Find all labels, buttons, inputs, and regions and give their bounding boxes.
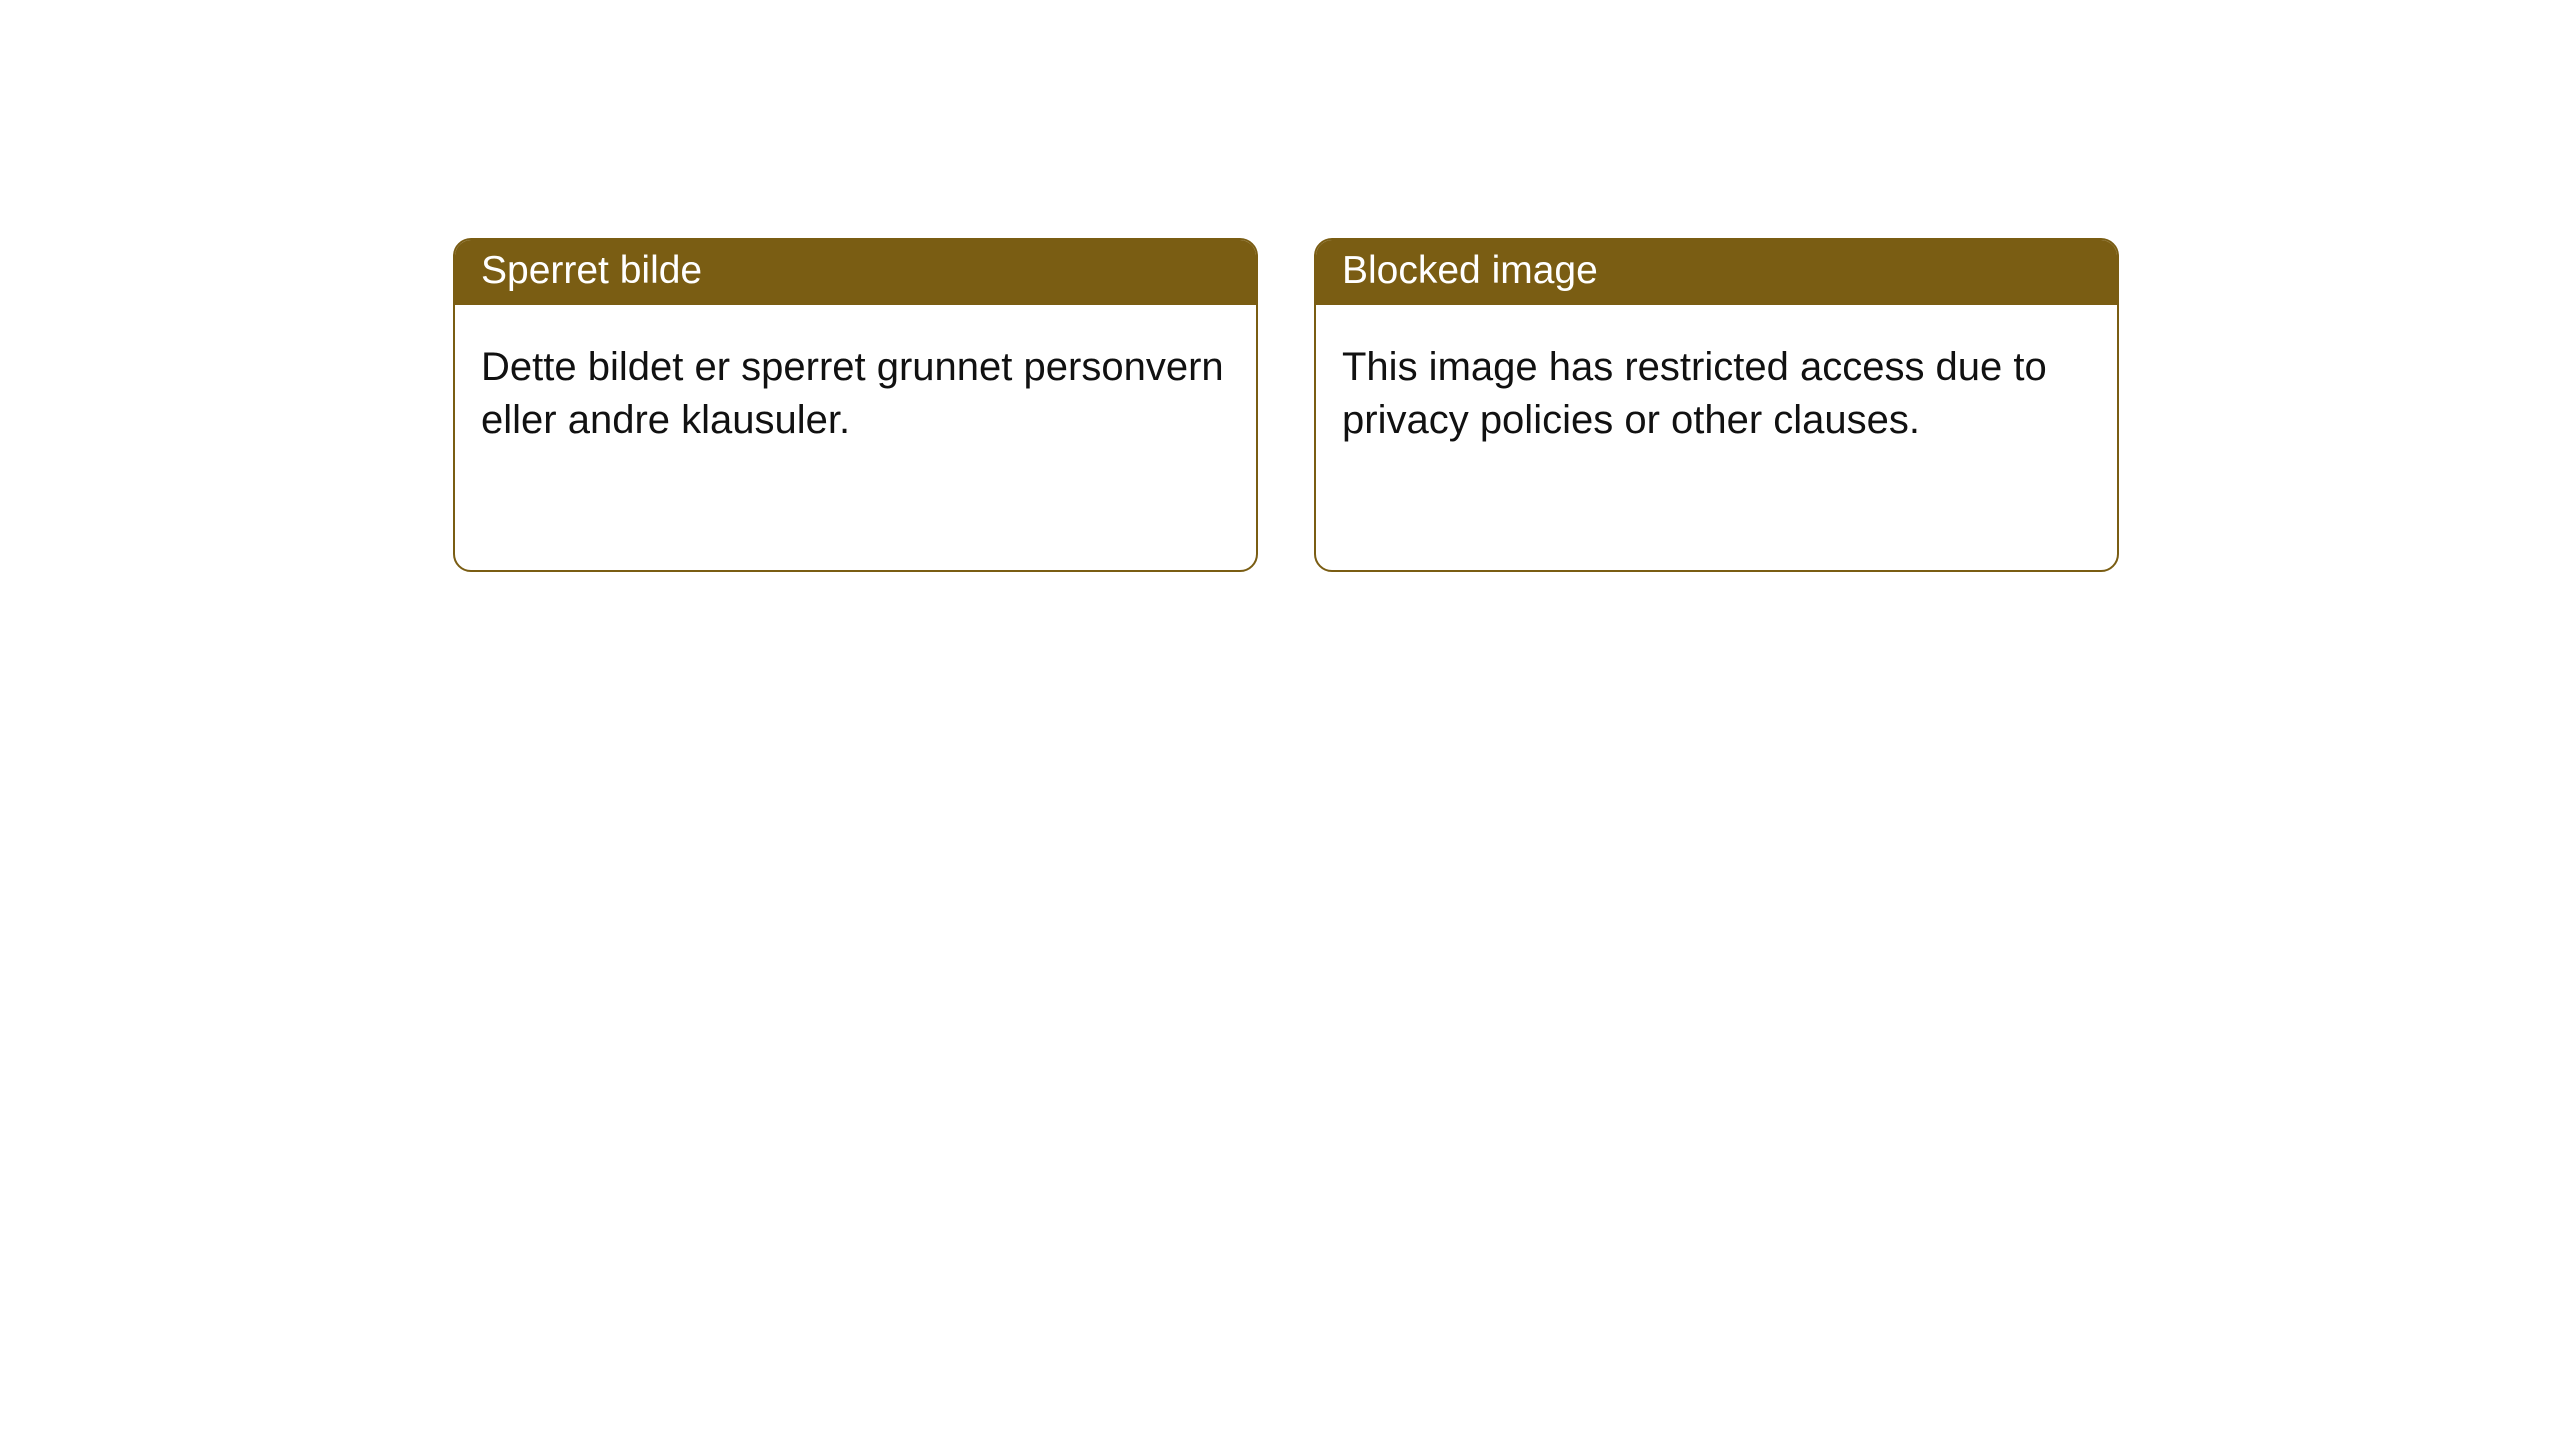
notice-card-norwegian: Sperret bilde Dette bildet er sperret gr… <box>453 238 1258 572</box>
notice-cards-container: Sperret bilde Dette bildet er sperret gr… <box>0 0 2560 572</box>
notice-card-english: Blocked image This image has restricted … <box>1314 238 2119 572</box>
card-body-text: Dette bildet er sperret grunnet personve… <box>455 305 1256 473</box>
card-title: Blocked image <box>1316 240 2117 305</box>
card-body-text: This image has restricted access due to … <box>1316 305 2117 473</box>
card-title: Sperret bilde <box>455 240 1256 305</box>
